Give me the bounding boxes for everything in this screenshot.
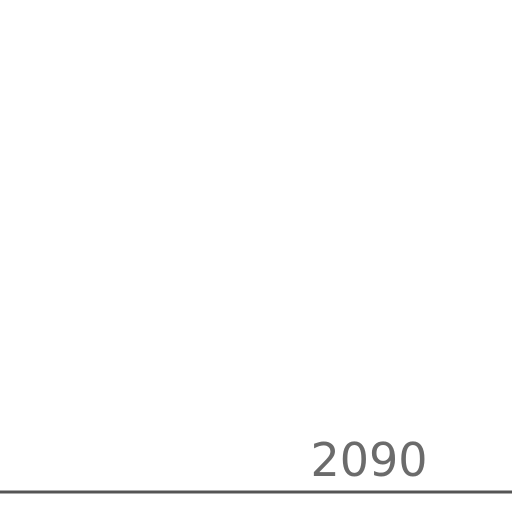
x-tick-label: 2090: [310, 433, 427, 487]
